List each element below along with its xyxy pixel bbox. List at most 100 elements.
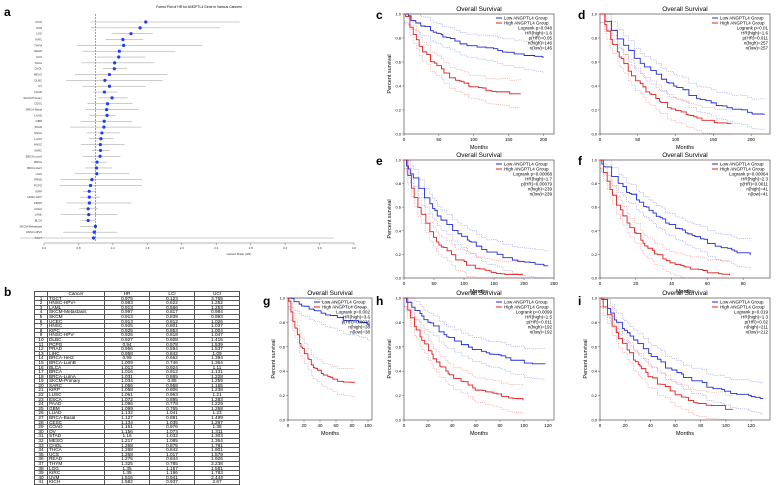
forest-row-label: READ — [34, 49, 42, 53]
panel-label-b: b — [4, 285, 11, 299]
forest-row-label: PCPG — [34, 183, 42, 187]
forest-row-label: CESC — [34, 102, 42, 106]
km-x-tick-label: 120 — [544, 423, 552, 428]
table-row: 16 BLCA 1.013 0.924 1.11 — [34, 364, 240, 371]
km-stat: n(low)=41 — [748, 192, 768, 197]
km-x-tick-label: 60 — [333, 423, 339, 428]
km-ci-upper-hi — [600, 13, 732, 110]
forest-row-label: LUAD — [35, 113, 42, 117]
forest-point — [95, 160, 99, 164]
forest-point — [144, 20, 148, 24]
km-legend-label: Low ANGPTL4 Group — [720, 16, 764, 21]
forest-point — [110, 96, 114, 100]
km-stat: HR(high)=1.6 — [525, 31, 552, 36]
km-curve-lo — [404, 297, 546, 365]
km-x-tick-label: 20 — [623, 423, 629, 428]
km-stat: n(high)=38 — [348, 325, 370, 330]
km-x-tick-label: 0 — [287, 423, 290, 428]
km-xlabel: Months — [321, 431, 339, 437]
km-frame — [287, 297, 373, 421]
km-curve-lo — [404, 13, 544, 58]
km-y-tick-label: 0.8 — [591, 320, 597, 325]
km-x-tick-label: 0 — [403, 281, 406, 286]
forest-point — [102, 90, 106, 94]
km-x-tick-label: 20 — [301, 423, 307, 428]
forest-row-label: CHOL — [34, 67, 42, 71]
forest-point — [117, 49, 121, 53]
table-cell: 0.937 — [149, 479, 195, 485]
panel-label-d: d — [578, 8, 585, 22]
table-cancer-cell: KICH — [47, 479, 105, 485]
km-title: Overall Survival — [456, 290, 502, 297]
forest-row-label: LIHC — [36, 172, 42, 176]
km-x-tick-label: 150 — [490, 281, 498, 286]
km-x-tick-label: 40 — [317, 423, 323, 428]
forest-x-tick-label: 2.0 — [180, 246, 185, 250]
km-curve-hi — [288, 297, 355, 383]
forest-row-label: LGG — [36, 32, 42, 36]
km-ci-upper-lo — [404, 159, 549, 252]
km-legend-label: High ANGPTL4 Group — [504, 167, 549, 172]
km-frame — [599, 297, 771, 421]
km-curve-hi — [404, 159, 524, 275]
km-legend-label: Low ANGPTL4 Group — [720, 300, 764, 305]
km-x-tick-label: 100 — [364, 423, 372, 428]
km-ci-upper-lo — [288, 297, 370, 311]
forest-point — [107, 84, 112, 88]
km-y-tick-label: 1.0 — [591, 158, 597, 163]
forest-row-label: BRCA-Basal — [26, 108, 42, 112]
km-ci-lower-hi — [404, 22, 522, 108]
km-ylabel: Percent survival — [387, 339, 393, 378]
forest-x-tick-label: 3.6 — [317, 246, 322, 250]
km-frame — [403, 13, 555, 135]
km-y-tick-label: 0.2 — [395, 393, 401, 398]
forest-row-label: HNSC — [34, 143, 42, 147]
km-stat: n(low)=239 — [530, 192, 553, 197]
table-row: 24 PAAD 1.096 0.778 1.229 — [34, 401, 240, 407]
forest-point — [102, 119, 106, 123]
forest-x-tick-label: 3.2 — [283, 246, 288, 250]
forest-point — [105, 107, 109, 112]
km-curve-lo — [600, 159, 751, 256]
km-curve-lo — [600, 13, 765, 115]
km-plot-c: Overall Survival 0.0 0.2 0.4 0.6 0.8 1.0 0 50 100… — [387, 6, 555, 151]
forest-row-label: KIRP2 — [34, 201, 43, 205]
km-y-tick-label: 0.0 — [395, 132, 401, 137]
forest-point — [87, 195, 91, 199]
forest-point — [121, 37, 125, 42]
km-ci-lower-lo — [600, 22, 766, 130]
km-x-tick-label: 50 — [635, 137, 641, 142]
forest-point — [122, 43, 126, 47]
km-ci-lower-lo — [600, 306, 764, 415]
km-y-tick-label: 0.4 — [591, 84, 597, 89]
panel-label-c: c — [376, 8, 383, 22]
km-stat: n(high)=192 — [528, 325, 553, 330]
km-x-tick-label: 0 — [403, 423, 406, 428]
km-curve-hi — [600, 159, 730, 276]
km-title: Overall Survival — [307, 290, 353, 297]
forest-point — [100, 131, 104, 135]
km-y-tick-label: 0.8 — [591, 36, 597, 41]
forest-x-tick-label: 1.6 — [145, 246, 150, 250]
km-xlabel: Months — [470, 289, 488, 295]
km-y-tick-label: 1.0 — [591, 296, 597, 301]
km-stat: p(HR)=0.0011 — [740, 182, 769, 187]
km-curve-hi — [404, 297, 524, 401]
km-legend-label: Low ANGPTL4 Group — [504, 16, 548, 21]
km-x-tick-label: 80 — [497, 423, 503, 428]
forest-row-label: KIRC — [35, 38, 42, 42]
km-y-tick-label: 0.0 — [395, 418, 401, 423]
km-ci-lower-hi — [404, 306, 524, 415]
km-legend-label: High ANGPTL4 Group — [322, 305, 367, 310]
table-row: 11 PCPG 0.94 0.578 1.539 — [34, 341, 240, 348]
km-y-tick-label: 0.0 — [591, 276, 597, 281]
km-stat: n(low)=257 — [746, 46, 769, 51]
km-legend-label: High ANGPTL4 Group — [504, 21, 549, 26]
forest-row-label: KIRP — [35, 189, 42, 193]
forest-point — [91, 236, 96, 240]
km-y-tick-label: 1.0 — [395, 296, 401, 301]
forest-point — [99, 137, 103, 141]
km-ylabel: Percent survival — [583, 339, 589, 378]
figure: a b c d e f g h i Forest Plot of HR for ANGPTL4 … — [4, 5, 771, 437]
km-legend-label: High ANGPTL4 Group — [720, 21, 765, 26]
